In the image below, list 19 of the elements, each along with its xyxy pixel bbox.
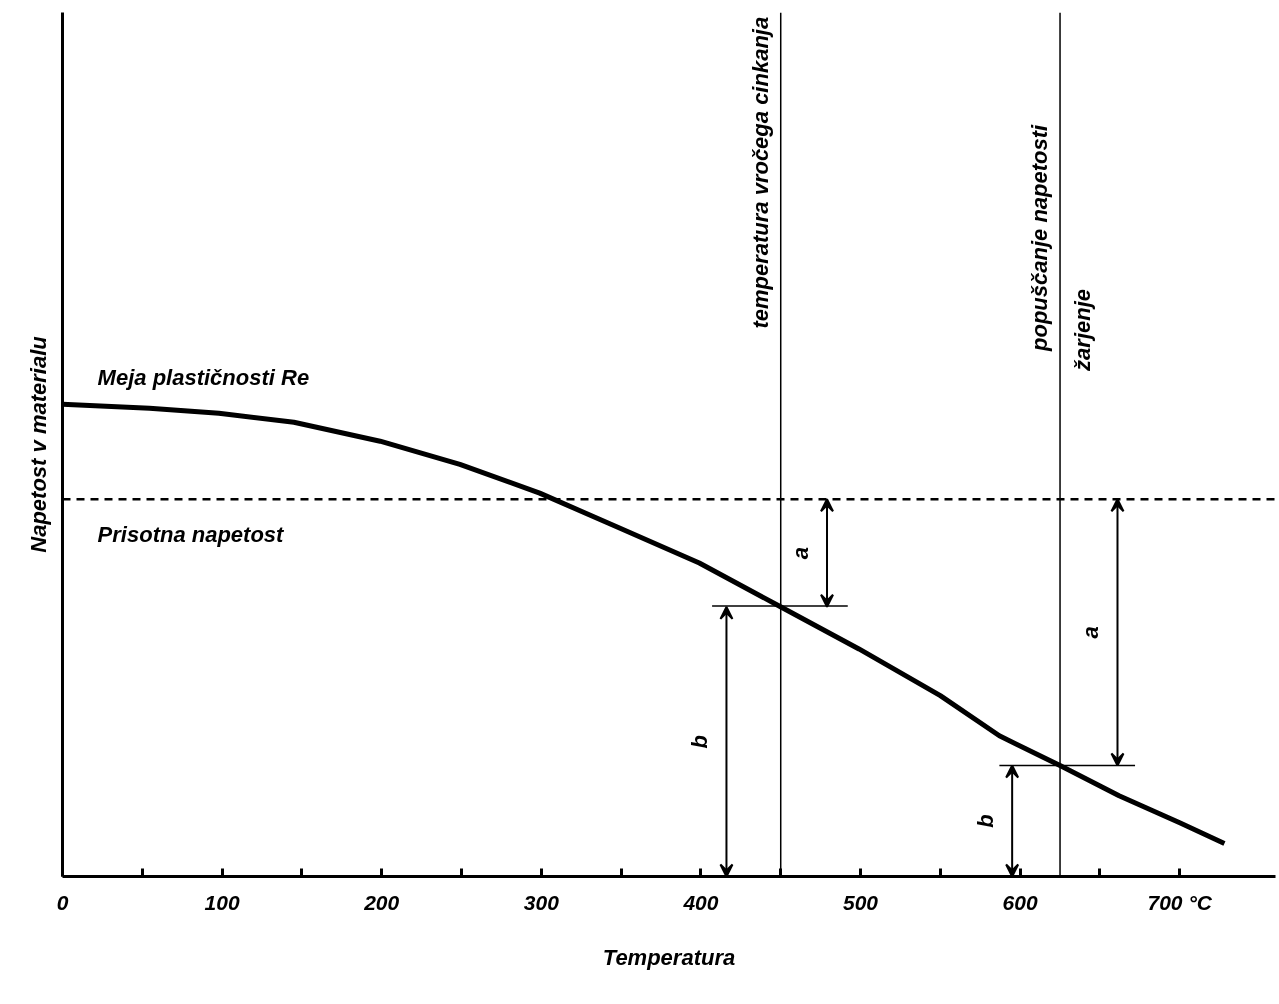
annotation: a xyxy=(788,546,814,560)
x-axis-title: Temperatura xyxy=(602,944,736,970)
ref-line-label: temperatura vročega cinkanja xyxy=(747,16,773,329)
y-axis-title: Napetost v materialu xyxy=(25,335,51,553)
x-tick-label: 700 °C xyxy=(1147,890,1213,914)
ref-line-label: Prisotna napetost xyxy=(97,522,286,548)
annotation: b xyxy=(687,734,713,749)
x-tick-label: 300 xyxy=(523,890,560,914)
x-tick-label: 200 xyxy=(363,890,400,914)
annotation: b xyxy=(973,814,999,828)
ref-line-label: popuščanje napetosti xyxy=(1027,123,1053,352)
x-tick-label: 600 xyxy=(1002,890,1038,914)
annotation: a xyxy=(1078,626,1104,639)
x-tick-label: 500 xyxy=(843,890,879,914)
x-tick-label: 400 xyxy=(682,890,719,914)
text: žarjenje xyxy=(1070,288,1096,372)
x-tick-label: 0 xyxy=(56,890,69,914)
series-label: Meja plastičnosti Re xyxy=(97,365,310,391)
x-tick-label: 100 xyxy=(204,890,240,914)
